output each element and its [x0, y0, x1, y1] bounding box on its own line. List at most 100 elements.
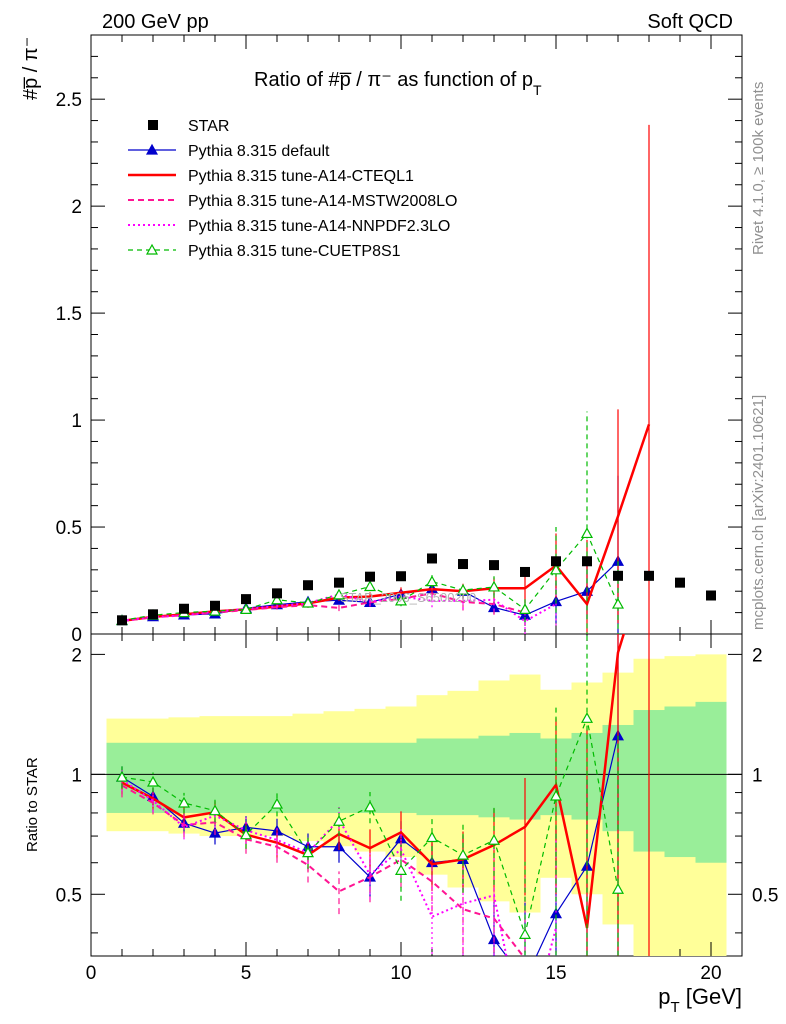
series-4-ratio-point-6	[270, 797, 284, 809]
y-tick-label-2.5: 2.5	[56, 90, 82, 111]
series-4-ratio-point-17	[611, 883, 625, 894]
x-tick-label-0: 0	[86, 963, 97, 984]
x-tick-label-10: 10	[390, 963, 411, 984]
series-4-ratio-point-16	[580, 712, 594, 723]
star-point-2	[148, 609, 158, 620]
band-inner-19	[664, 706, 696, 858]
star-point-17	[613, 570, 623, 581]
mcplots-reference-label: mcplots.cern.ch [arXiv:2401.10621]	[750, 395, 767, 630]
ratio-y-axis-label: Ratio to STAR	[24, 757, 41, 852]
band-inner-20	[695, 701, 727, 863]
x-tick-label-15: 15	[545, 963, 566, 984]
series-4-ratio-point-12	[456, 848, 470, 860]
ratio-tick-label-left-0.5: 0.5	[56, 885, 82, 906]
series-4-point-11	[425, 575, 439, 587]
star-point-5	[241, 594, 251, 605]
watermark: STAR_2006_S6500200	[340, 590, 476, 605]
reference-uncertainty-bands	[91, 654, 742, 956]
ratio-tick-label-left-1: 1	[71, 765, 82, 786]
series-4-ratio-point-14	[518, 928, 532, 939]
legend-label-3: Pythia 8.315 tune-A14-NNPDF2.3LO	[188, 218, 450, 235]
star-point-1	[117, 615, 127, 626]
clip-ratio-group	[115, 634, 650, 985]
series-4-point-14	[518, 603, 532, 614]
series-4-point-16	[580, 527, 594, 539]
series-4-ratio-point-11	[425, 831, 439, 843]
ratio-tick-label-left-2: 2	[71, 645, 82, 666]
series-ratio-line-2	[121, 784, 525, 956]
series-4-ratio-point-9	[363, 800, 377, 812]
x-axis-label-unit: [GeV]	[680, 984, 742, 1009]
band-inner-8	[323, 742, 355, 813]
band-inner-7	[292, 742, 324, 813]
star-point-16	[582, 556, 592, 567]
y-tick-label-0.5: 0.5	[56, 518, 82, 539]
series-4-point-6	[270, 593, 284, 605]
star-point-6	[272, 588, 282, 599]
energy-label: 200 GeV pp	[102, 11, 209, 33]
series-4-ratio-point-3	[177, 796, 191, 808]
band-inner-10	[385, 742, 417, 813]
star-point-8	[334, 577, 344, 588]
star-point-20	[706, 590, 716, 601]
series-line-2	[121, 592, 526, 623]
series-0-ratio-point-14	[520, 976, 530, 985]
series-4-ratio-point-13	[487, 834, 501, 845]
series-4-ratio-point-8	[332, 815, 346, 826]
clip-main-group	[115, 124, 716, 634]
y-tick-label-2: 2	[71, 197, 82, 218]
star-point-10	[396, 571, 406, 582]
ratio-tick-label-right-2: 2	[752, 645, 763, 666]
x-axis-label-subscript: T	[670, 999, 679, 1016]
series-4-ratio-point-10	[394, 864, 408, 875]
x-axis-label-main: p	[658, 984, 670, 1009]
legend-label-2: Pythia 8.315 tune-A14-MSTW2008LO	[188, 193, 457, 210]
series-4-point-10	[394, 594, 408, 606]
star-point-11	[427, 553, 437, 564]
y-tick-label-1.5: 1.5	[56, 304, 82, 325]
series-4-ratio-point-15	[549, 789, 563, 801]
star-point-7	[303, 580, 313, 591]
y-tick-label-0: 0	[71, 625, 82, 646]
series-4-point-5	[239, 603, 253, 614]
band-inner-5	[230, 742, 262, 813]
series-4-point-8	[332, 588, 346, 600]
series-4-ratio-point-1	[115, 770, 129, 782]
star-point-15	[551, 556, 561, 567]
star-point-9	[365, 571, 375, 582]
series-4-point-17	[611, 597, 625, 609]
series-line-1	[121, 423, 651, 623]
series-4-point-7	[301, 596, 315, 608]
y-tick-label-1: 1	[71, 411, 82, 432]
rivet-version-label: Rivet 4.1.0, ≥ 100k events	[750, 82, 767, 255]
x-tick-label-20: 20	[700, 963, 721, 984]
star-point-3	[179, 603, 189, 614]
band-inner-12	[447, 738, 479, 816]
star-point-4	[210, 600, 220, 611]
star-point-19	[675, 577, 685, 588]
star-point-13	[489, 560, 499, 571]
chart-title-subscript: T	[533, 82, 542, 98]
chart-title-main: Ratio of #p̅ / π⁻ as function of p	[254, 69, 533, 91]
chart-title: Ratio of #p̅ / π⁻ as function of pT	[254, 69, 542, 98]
legend-label-1: Pythia 8.315 tune-A14-CTEQL1	[188, 168, 414, 185]
series-4-ratio-point-5	[239, 828, 253, 840]
main-panel-series	[115, 124, 716, 634]
series-4-ratio-point-4	[208, 804, 222, 816]
star-point-18	[644, 570, 654, 581]
ratio-panel-frame	[90, 633, 743, 957]
legend-label-4: Pythia 8.315 tune-CUETP8S1	[188, 243, 401, 260]
ratio-tick-label-right-1: 1	[752, 765, 763, 786]
legend: STAR Pythia 8.315 default Pythia 8.315 tun…	[128, 118, 457, 260]
series-4-point-15	[549, 563, 563, 575]
legend-label-0: Pythia 8.315 default	[188, 143, 330, 160]
legend-marker-4	[145, 243, 159, 255]
tick-labels: 0 5 10 15 20 0 0.5 1 1.5 2 2.5 0.5 0.5 1 1 2 2	[56, 90, 779, 984]
series-4-point-12	[456, 583, 470, 595]
legend-label-star: STAR	[188, 118, 229, 135]
ratio-tick-label-right-0.5: 0.5	[752, 885, 778, 906]
star-point-14	[520, 566, 530, 577]
process-label: Soft QCD	[647, 11, 733, 33]
series-ratio-line-1	[121, 634, 626, 929]
